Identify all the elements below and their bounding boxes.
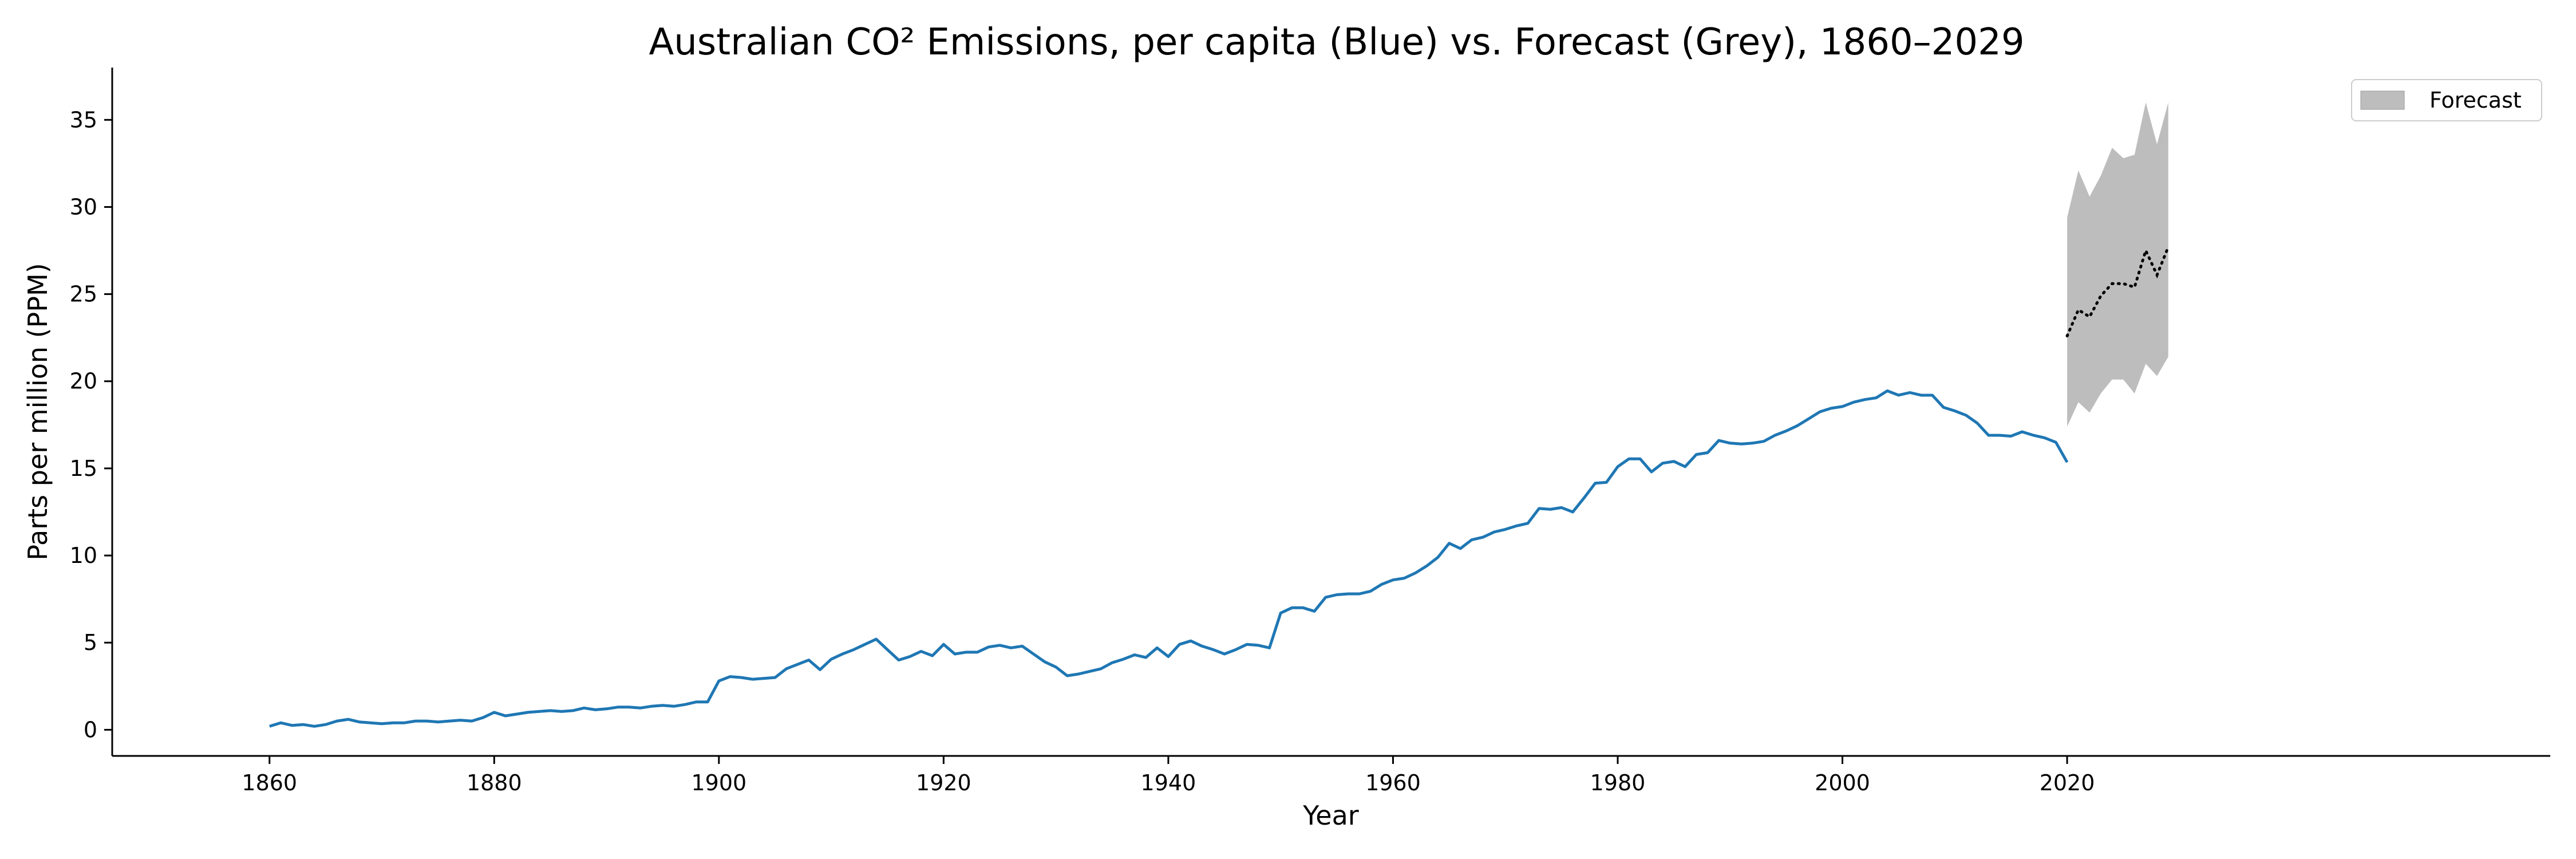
x-ticks: 1860 1880 1900 1920 1940 1960 1980 2000 2020 — [242, 756, 2095, 795]
y-tick-label: 10 — [70, 543, 97, 568]
y-tick-label: 20 — [70, 369, 97, 394]
x-tick-label: 1900 — [691, 770, 746, 795]
x-tick-label: 1860 — [242, 770, 297, 795]
y-tick-label: 35 — [70, 107, 97, 132]
x-tick-label: 1940 — [1141, 770, 1196, 795]
x-tick-label: 1880 — [467, 770, 522, 795]
x-tick-label: 1980 — [1590, 770, 1646, 795]
chart-title: Australian CO² Emissions, per capita (Bl… — [649, 21, 2024, 64]
legend-box — [2351, 79, 2542, 121]
legend-label-forecast: Forecast — [2429, 88, 2522, 113]
x-tick-label: 2020 — [2040, 770, 2095, 795]
legend-swatch-forecast — [2360, 90, 2405, 110]
history-line — [269, 389, 2069, 728]
y-tick-label: 5 — [84, 630, 97, 655]
y-axis-label: Parts per million (PPM) — [22, 263, 53, 560]
forecast-band — [2067, 102, 2168, 427]
y-tick-label: 25 — [70, 282, 97, 307]
forecast-line — [2065, 245, 2170, 338]
x-axis-label: Year — [1302, 800, 1358, 831]
y-tick-label: 15 — [70, 456, 97, 481]
plot-area — [269, 102, 2170, 728]
x-tick-label: 1960 — [1365, 770, 1421, 795]
x-tick-label: 2000 — [1815, 770, 1870, 795]
y-ticks: 0 5 10 15 20 25 30 35 — [70, 107, 112, 742]
y-tick-label: 30 — [70, 194, 97, 219]
legend: Forecast — [2351, 79, 2542, 121]
y-tick-label: 0 — [84, 717, 97, 742]
x-tick-label: 1920 — [916, 770, 971, 795]
